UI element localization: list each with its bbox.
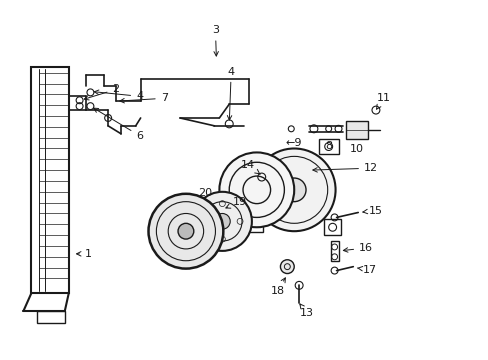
Text: 3: 3 (211, 25, 219, 56)
Text: 4: 4 (227, 67, 234, 120)
Text: 18: 18 (270, 278, 285, 296)
Bar (246, 215, 262, 232)
Text: 13: 13 (299, 304, 313, 318)
Text: 6: 6 (94, 108, 143, 141)
Circle shape (192, 192, 251, 251)
Text: 10: 10 (349, 144, 364, 154)
Text: 7: 7 (120, 93, 167, 103)
Circle shape (214, 213, 230, 229)
Text: 1: 1 (77, 249, 92, 259)
Circle shape (280, 260, 294, 274)
Bar (37, 311, 65, 323)
Bar (318, 139, 338, 154)
Text: 17: 17 (357, 265, 376, 275)
Bar (31, 67, 69, 293)
Bar (330, 241, 338, 261)
Circle shape (282, 178, 305, 202)
Circle shape (219, 152, 294, 227)
Bar (346, 121, 367, 139)
Text: 8: 8 (325, 140, 331, 150)
Text: 12: 12 (312, 163, 377, 173)
Text: 4: 4 (94, 90, 143, 101)
Bar (323, 219, 341, 235)
Circle shape (178, 223, 193, 239)
Text: 14: 14 (241, 160, 260, 174)
Circle shape (148, 194, 223, 269)
Text: 11: 11 (376, 93, 390, 109)
Text: 15: 15 (362, 206, 382, 216)
Text: 16: 16 (343, 243, 372, 253)
Text: 20: 20 (198, 188, 212, 198)
Text: 19: 19 (225, 197, 246, 208)
Text: ←9: ←9 (285, 138, 302, 148)
Circle shape (252, 148, 335, 231)
Text: 2: 2 (84, 84, 120, 100)
